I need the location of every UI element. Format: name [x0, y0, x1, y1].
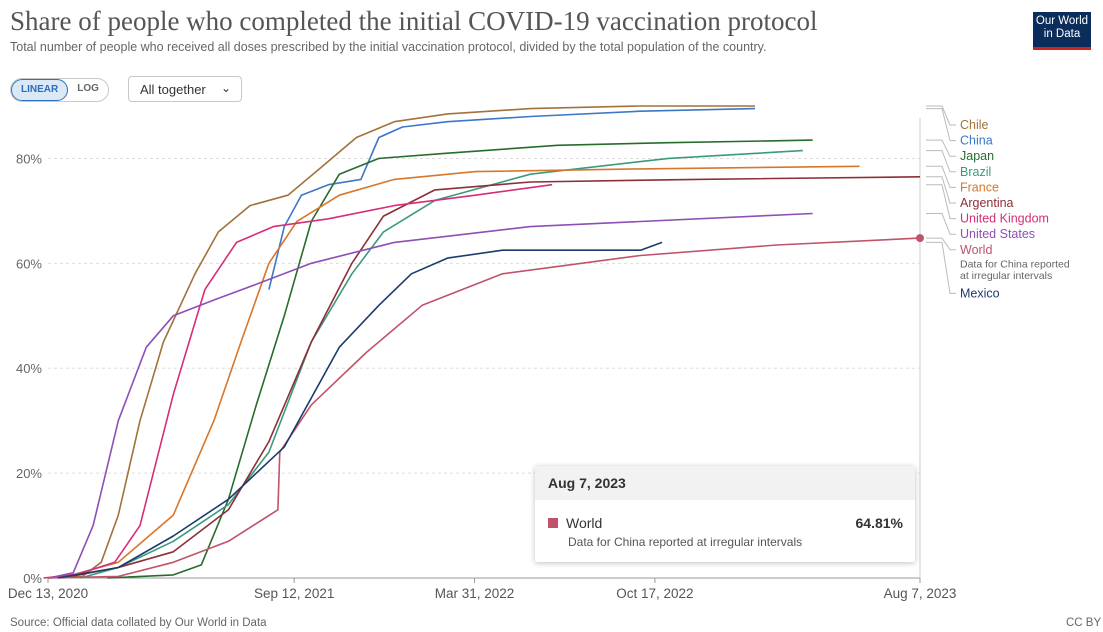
y-tick-label: 60% — [16, 256, 42, 271]
series-line-brazil — [80, 149, 803, 579]
legend-note: at irregular intervals — [960, 270, 1052, 282]
series-line-argentina — [62, 176, 921, 579]
tooltip-entity: World — [548, 515, 602, 531]
legend-label: Brazil — [960, 165, 991, 179]
logo-line-2: in Data — [1043, 28, 1081, 40]
logo-line-1: Our World — [1035, 15, 1089, 27]
x-tick-label: Dec 13, 2020 — [8, 586, 88, 601]
legend-connector — [926, 150, 956, 173]
legend-connector — [926, 237, 956, 251]
legend-label: Mexico — [960, 286, 1000, 300]
legend-label: Japan — [960, 149, 994, 163]
legend-label: World — [960, 243, 992, 257]
y-tick-label: 0% — [23, 571, 42, 586]
legend-label: United Kingdom — [960, 212, 1049, 226]
legend-label: Argentina — [960, 196, 1014, 210]
y-axis: 0% 20% 40% 60% 80% — [16, 151, 42, 586]
chart-title: Share of people who completed the initia… — [10, 6, 818, 36]
y-tick-label: 40% — [16, 361, 42, 376]
scale-toggle[interactable]: LINEAR LOG — [10, 78, 109, 102]
tooltip-note: Data for China reported at irregular int… — [568, 535, 803, 549]
legend-connector — [926, 241, 956, 294]
tooltip-date: Aug 7, 2023 — [535, 466, 915, 500]
chevron-down-icon: ⌄ — [220, 81, 231, 95]
tooltip: Aug 7, 2023 World 64.81% Data for China … — [535, 466, 915, 562]
legend-connector — [926, 184, 956, 220]
x-tick-label: Mar 31, 2022 — [435, 586, 515, 601]
x-axis: Dec 13, 2020 Sep 12, 2021 Mar 31, 2022 Oct … — [8, 578, 957, 601]
legend-connector — [926, 105, 956, 126]
legend-label: United States — [960, 227, 1035, 241]
license-link[interactable]: CC BY — [1066, 617, 1102, 629]
source-note[interactable]: Source: Official data collated by Our Wo… — [10, 617, 267, 629]
legend-connector — [926, 165, 956, 188]
facet-dropdown[interactable]: All together ⌄ — [128, 76, 242, 102]
owid-logo[interactable]: Our World in Data — [1033, 12, 1091, 50]
x-tick-label: Aug 7, 2023 — [884, 586, 957, 601]
legend-connector — [926, 108, 956, 142]
legend-label: France — [960, 180, 999, 194]
legend-note: Data for China reported — [960, 258, 1070, 270]
log-scale-button[interactable]: LOG — [77, 83, 99, 94]
facet-dropdown-label: All together — [140, 82, 206, 97]
series-line-china — [268, 107, 756, 290]
series-line-chile — [47, 105, 755, 579]
y-tick-label: 20% — [16, 466, 42, 481]
world-hover-point — [916, 234, 924, 243]
y-tick-label: 80% — [16, 151, 42, 166]
legend-connector — [926, 139, 956, 157]
series-line-france — [60, 165, 860, 579]
legend-label: Chile — [960, 118, 989, 132]
tooltip-value: 64.81% — [855, 515, 903, 531]
series-lines — [43, 105, 924, 579]
x-tick-label: Sep 12, 2021 — [254, 586, 334, 601]
x-tick-label: Oct 17, 2022 — [616, 586, 693, 601]
chart-subtitle: Total number of people who received all … — [10, 40, 767, 54]
series-line-united-states — [48, 212, 813, 579]
linear-scale-button[interactable]: LINEAR — [11, 79, 69, 101]
world-swatch-icon — [548, 518, 558, 528]
legend-connector — [926, 176, 956, 204]
series-line-united-kingdom — [43, 183, 553, 579]
tooltip-entity-name: World — [566, 515, 603, 531]
legend-connector — [926, 213, 956, 235]
legend-label: China — [960, 134, 993, 148]
series-line-mexico — [57, 241, 663, 579]
series-line-world — [47, 237, 921, 579]
